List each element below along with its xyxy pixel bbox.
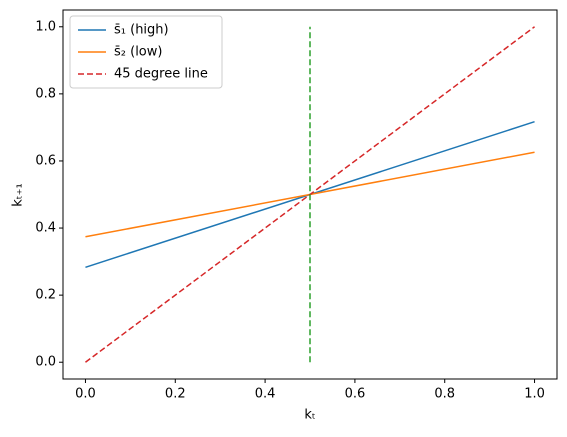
y-tick-label: 0.6	[35, 153, 56, 168]
y-axis-label: kₜ₊₁	[11, 183, 26, 206]
x-tick-label: 0.2	[165, 387, 186, 402]
y-tick-label: 0.2	[35, 288, 56, 303]
y-tick-label: 0.8	[35, 86, 56, 101]
axes-frame	[62, 9, 558, 380]
x-tick-label: 0.4	[255, 387, 276, 402]
x-tick-label: 0.0	[75, 387, 96, 402]
y-tick-label: 0.0	[35, 355, 56, 370]
y-tick-label: 1.0	[35, 19, 56, 34]
y-tick-label: 0.4	[35, 221, 56, 236]
x-tick-label: 0.8	[434, 387, 455, 402]
x-axis-label: kₜ	[304, 408, 316, 423]
x-tick-label: 0.6	[345, 387, 366, 402]
legend-label: s̄₁ (high)	[114, 23, 169, 38]
legend-label: s̄₂ (low)	[114, 45, 162, 60]
legend-label: 45 degree line	[114, 67, 208, 82]
x-tick-label: 1.0	[524, 387, 545, 402]
legend-box	[69, 15, 223, 89]
